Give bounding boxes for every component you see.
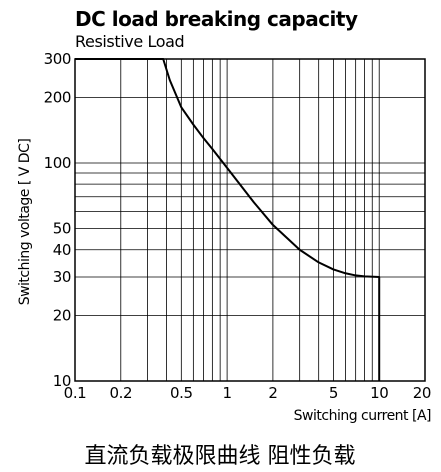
y-tick-label: 20: [53, 306, 71, 324]
x-tick-labels: 0.1 0.2 0.5 1 2 5 10 20: [64, 384, 432, 402]
y-tick-label: 50: [53, 220, 71, 238]
x-tick-label: 2: [268, 384, 277, 402]
breaking-capacity-curve: [75, 58, 381, 381]
y-tick-label: 100: [44, 154, 71, 172]
y-axis-label: Switching voltage [ V DC]: [17, 139, 33, 306]
y-tick-label: 40: [53, 241, 71, 259]
x-tick-label: 5: [329, 384, 338, 402]
y-tick-labels: 10 20 30 40 50 100 200 300: [44, 50, 72, 390]
x-tick-label: 20: [413, 384, 431, 402]
y-tick-label: 300: [44, 50, 71, 68]
grid: [75, 59, 425, 381]
chart-caption: 直流负载极限曲线 阻性负载: [85, 444, 356, 469]
chart-title: DC load breaking capacity: [75, 7, 358, 31]
y-tick-label: 10: [53, 372, 71, 390]
y-tick-label: 200: [44, 88, 71, 106]
plot-frame: [74, 58, 426, 382]
y-tick-label: 30: [53, 268, 71, 286]
x-tick-label: 1: [223, 384, 232, 402]
chart-subtitle: Resistive Load: [75, 32, 184, 51]
x-tick-label: 0.2: [109, 384, 132, 402]
x-tick-label: 10: [370, 384, 388, 402]
data-series: [75, 58, 381, 381]
x-tick-label: 0.1: [64, 384, 87, 402]
x-axis-label: Switching current [A]: [294, 408, 431, 424]
x-tick-label: 0.5: [170, 384, 193, 402]
